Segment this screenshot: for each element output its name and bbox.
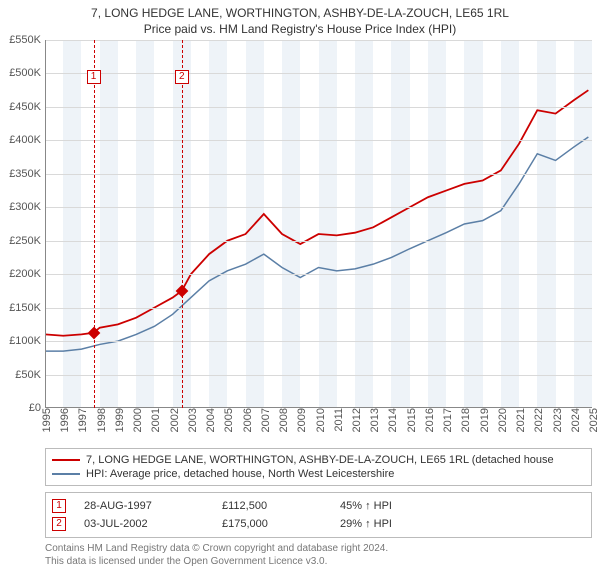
y-tick-label: £400K (9, 134, 45, 146)
event-marker-label: 2 (175, 70, 189, 84)
x-tick-label: 2005 (219, 408, 235, 432)
transaction-row: 1 28-AUG-1997 £112,500 45% ↑ HPI (52, 497, 585, 515)
gridline (45, 174, 592, 175)
series-property (45, 90, 588, 336)
event-line (94, 40, 95, 408)
y-axis (45, 40, 46, 408)
legend-swatch (52, 473, 80, 475)
gridline (45, 73, 592, 74)
x-tick-label: 2022 (529, 408, 545, 432)
x-tick-label: 2013 (365, 408, 381, 432)
legend-label: HPI: Average price, detached house, Nort… (86, 468, 394, 480)
attribution-line-1: Contains HM Land Registry data © Crown c… (45, 542, 592, 555)
x-tick-label: 2011 (329, 408, 345, 432)
x-tick-label: 2001 (146, 408, 162, 432)
x-tick-label: 2009 (292, 408, 308, 432)
y-tick-label: £550K (9, 34, 45, 46)
chart-title-sub: Price paid vs. HM Land Registry's House … (0, 20, 600, 40)
transaction-number: 2 (52, 517, 66, 531)
x-axis (45, 407, 592, 408)
x-tick-label: 2019 (475, 408, 491, 432)
gridline (45, 140, 592, 141)
x-tick-label: 2016 (420, 408, 436, 432)
legend-row: 7, LONG HEDGE LANE, WORTHINGTON, ASHBY-D… (52, 453, 585, 467)
x-tick-label: 1999 (110, 408, 126, 432)
x-tick-label: 1997 (73, 408, 89, 432)
transaction-number: 1 (52, 499, 66, 513)
x-tick-label: 2014 (383, 408, 399, 432)
series-hpi (45, 137, 588, 351)
x-tick-label: 2006 (238, 408, 254, 432)
transaction-price: £112,500 (222, 500, 322, 512)
x-tick-label: 2021 (511, 408, 527, 432)
transaction-vs-hpi: 29% ↑ HPI (340, 518, 392, 530)
chart-lines (45, 40, 592, 408)
transaction-price: £175,000 (222, 518, 322, 530)
event-line (182, 40, 183, 408)
legend: 7, LONG HEDGE LANE, WORTHINGTON, ASHBY-D… (45, 448, 592, 486)
gridline (45, 40, 592, 41)
x-tick-label: 2002 (165, 408, 181, 432)
y-tick-label: £500K (9, 67, 45, 79)
legend-row: HPI: Average price, detached house, Nort… (52, 467, 585, 481)
x-tick-label: 1995 (37, 408, 53, 432)
transaction-date: 28-AUG-1997 (84, 500, 204, 512)
x-tick-label: 2017 (438, 408, 454, 432)
x-tick-label: 2020 (493, 408, 509, 432)
gridline (45, 207, 592, 208)
x-tick-label: 1996 (55, 408, 71, 432)
gridline (45, 308, 592, 309)
x-tick-label: 2024 (566, 408, 582, 432)
y-tick-label: £450K (9, 101, 45, 113)
x-tick-label: 2025 (584, 408, 600, 432)
gridline (45, 341, 592, 342)
attribution: Contains HM Land Registry data © Crown c… (0, 542, 600, 568)
transaction-vs-hpi: 45% ↑ HPI (340, 500, 392, 512)
x-tick-label: 2018 (456, 408, 472, 432)
y-tick-label: £200K (9, 268, 45, 280)
y-tick-label: £150K (9, 302, 45, 314)
x-tick-label: 2015 (402, 408, 418, 432)
gridline (45, 241, 592, 242)
x-tick-label: 2007 (256, 408, 272, 432)
transaction-row: 2 03-JUL-2002 £175,000 29% ↑ HPI (52, 515, 585, 533)
transaction-date: 03-JUL-2002 (84, 518, 204, 530)
x-tick-label: 2010 (311, 408, 327, 432)
price-chart: £0£50K£100K£150K£200K£250K£300K£350K£400… (45, 40, 592, 408)
x-tick-label: 2000 (128, 408, 144, 432)
x-tick-label: 2012 (347, 408, 363, 432)
x-tick-label: 1998 (92, 408, 108, 432)
y-tick-label: £250K (9, 235, 45, 247)
event-marker-label: 1 (87, 70, 101, 84)
x-tick-label: 2003 (183, 408, 199, 432)
chart-title-address: 7, LONG HEDGE LANE, WORTHINGTON, ASHBY-D… (0, 0, 600, 20)
y-tick-label: £300K (9, 201, 45, 213)
gridline (45, 107, 592, 108)
gridline (45, 274, 592, 275)
gridline (45, 375, 592, 376)
x-tick-label: 2008 (274, 408, 290, 432)
transactions-table: 1 28-AUG-1997 £112,500 45% ↑ HPI 2 03-JUL-200… (45, 492, 592, 538)
x-tick-label: 2023 (548, 408, 564, 432)
legend-label: 7, LONG HEDGE LANE, WORTHINGTON, ASHBY-D… (86, 454, 554, 466)
y-tick-label: £50K (15, 369, 45, 381)
attribution-line-2: This data is licensed under the Open Gov… (45, 555, 592, 568)
x-tick-label: 2004 (201, 408, 217, 432)
legend-swatch (52, 459, 80, 461)
y-tick-label: £100K (9, 335, 45, 347)
y-tick-label: £350K (9, 168, 45, 180)
